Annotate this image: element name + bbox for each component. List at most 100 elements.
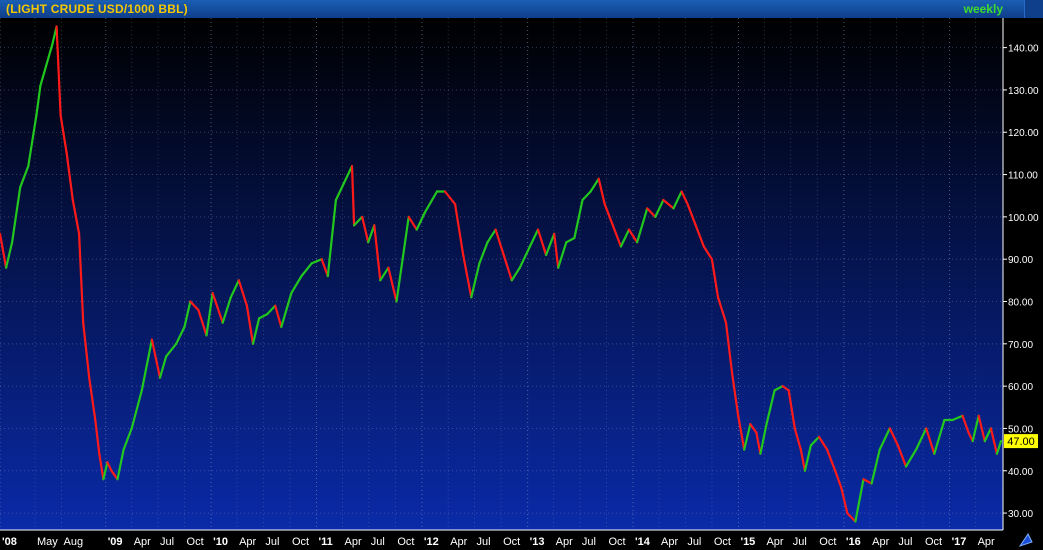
price-segment bbox=[854, 478, 865, 523]
price-segment bbox=[266, 304, 277, 316]
price-segment bbox=[603, 203, 614, 227]
price-segment bbox=[189, 300, 200, 312]
price-segment bbox=[662, 198, 675, 210]
price-segment bbox=[635, 207, 649, 244]
frequency-label[interactable]: weekly bbox=[963, 2, 1003, 16]
x-tick-label: '08 bbox=[2, 536, 17, 548]
price-segment bbox=[627, 228, 639, 244]
price-segment bbox=[320, 258, 329, 278]
price-segment bbox=[280, 291, 293, 328]
x-tick-label: Jul bbox=[371, 536, 385, 548]
price-segment bbox=[730, 372, 740, 417]
price-segment bbox=[781, 385, 790, 392]
price-segment bbox=[165, 342, 178, 358]
price-segment bbox=[755, 431, 762, 455]
price-segment bbox=[528, 228, 540, 248]
price-segment bbox=[680, 190, 689, 206]
price-segment bbox=[205, 291, 214, 337]
y-tick-label: 110.00 bbox=[1008, 171, 1038, 182]
plot-area bbox=[0, 18, 1003, 530]
price-segment bbox=[502, 253, 513, 282]
price-segment bbox=[454, 203, 465, 257]
price-segment bbox=[470, 262, 481, 299]
price-segment bbox=[379, 266, 390, 282]
price-segment bbox=[4, 241, 14, 269]
price-segment bbox=[961, 414, 970, 434]
price-segment bbox=[536, 228, 548, 257]
x-tick-label: Apr bbox=[872, 536, 889, 548]
price-segment bbox=[619, 228, 631, 248]
price-segment bbox=[116, 448, 125, 481]
price-segment bbox=[106, 461, 113, 472]
x-tick-label: Apr bbox=[345, 536, 362, 548]
price-segment bbox=[518, 245, 532, 269]
price-segment bbox=[387, 266, 398, 303]
price-segment bbox=[258, 313, 269, 320]
y-tick-label: 40.00 bbox=[1008, 467, 1033, 478]
scroll-arrow-icon[interactable] bbox=[1018, 533, 1033, 547]
price-segment bbox=[710, 258, 720, 299]
x-tick-label: Jul bbox=[898, 536, 912, 548]
price-segment bbox=[686, 203, 697, 227]
price-segment bbox=[342, 165, 354, 185]
price-segment bbox=[415, 211, 426, 231]
price-segment bbox=[59, 114, 68, 155]
price-segment bbox=[737, 414, 746, 451]
price-segment bbox=[140, 338, 153, 392]
price-segment bbox=[150, 338, 162, 379]
x-tick-label: Oct bbox=[819, 536, 836, 548]
price-segment bbox=[94, 418, 101, 455]
price-segment bbox=[977, 414, 986, 443]
price-segment bbox=[245, 304, 255, 345]
price-segment bbox=[27, 114, 38, 168]
price-segment bbox=[589, 177, 600, 193]
price-segment bbox=[361, 215, 370, 244]
price-segment bbox=[300, 262, 313, 278]
price-segment bbox=[557, 241, 568, 269]
last-price-marker: 47.00 bbox=[1004, 434, 1038, 449]
price-segment bbox=[646, 207, 657, 218]
x-tick-label: Jul bbox=[476, 536, 490, 548]
price-segment bbox=[65, 152, 74, 202]
price-segment bbox=[817, 435, 829, 451]
x-tick-label: Oct bbox=[714, 536, 731, 548]
y-tick-label: 50.00 bbox=[1008, 424, 1033, 435]
price-segment bbox=[983, 427, 993, 443]
price-segment bbox=[334, 181, 346, 202]
x-tick-label: '16 bbox=[846, 536, 861, 548]
price-segment bbox=[211, 291, 224, 324]
x-tick-label: Apr bbox=[239, 536, 256, 548]
y-tick-label: 100.00 bbox=[1008, 213, 1039, 224]
y-tick-label: 130.00 bbox=[1008, 86, 1039, 97]
price-segment bbox=[825, 448, 837, 472]
price-segment bbox=[702, 245, 714, 261]
price-segment bbox=[787, 389, 796, 430]
price-segment bbox=[486, 228, 497, 244]
price-segment bbox=[251, 317, 261, 345]
price-segment bbox=[846, 511, 857, 523]
price-segment bbox=[597, 177, 606, 206]
price-segment bbox=[478, 241, 489, 265]
price-segment bbox=[694, 224, 705, 248]
price-segment bbox=[995, 440, 1003, 455]
price-segment bbox=[35, 84, 42, 117]
price-segment bbox=[443, 190, 457, 206]
price-segment bbox=[350, 165, 356, 227]
price-segment bbox=[71, 198, 81, 235]
price-segment bbox=[581, 190, 592, 202]
price-segment bbox=[951, 414, 964, 422]
y-tick-label: 80.00 bbox=[1008, 298, 1033, 309]
price-segment bbox=[933, 418, 946, 455]
price-segment bbox=[158, 355, 168, 379]
price-segment bbox=[221, 296, 232, 324]
price-segment bbox=[45, 42, 54, 66]
price-segment bbox=[367, 224, 376, 244]
y-tick-label: 120.00 bbox=[1008, 128, 1039, 139]
x-tick-label: Oct bbox=[397, 536, 414, 548]
x-tick-label: Oct bbox=[608, 536, 625, 548]
x-tick-label: Oct bbox=[187, 536, 204, 548]
price-segment bbox=[565, 236, 576, 244]
price-segment bbox=[862, 478, 873, 485]
price-segment bbox=[878, 427, 891, 451]
x-tick-label: Aug bbox=[64, 536, 84, 548]
